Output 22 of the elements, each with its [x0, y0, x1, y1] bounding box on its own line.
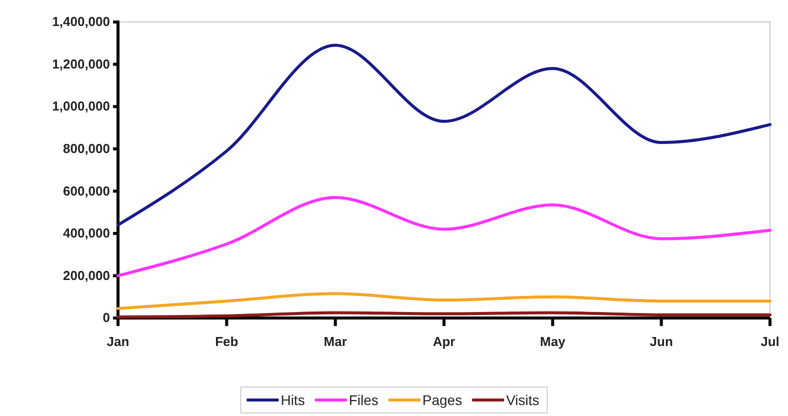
legend-label: Hits: [280, 392, 305, 408]
y-tick-label: 0: [102, 310, 110, 326]
x-tick-label: Feb: [215, 334, 238, 349]
y-tick-label: 400,000: [63, 226, 110, 241]
x-tick-label: Jan: [106, 334, 130, 349]
x-tick-label: Apr: [432, 334, 456, 349]
x-tick-label: Jun: [650, 334, 673, 349]
line-series: [116, 292, 772, 310]
legend-label: Pages: [422, 392, 462, 408]
y-tick-label: 200,000: [63, 268, 110, 283]
x-tick-label: Mar: [324, 334, 347, 349]
x-tick-label: Jul: [760, 334, 780, 349]
line-series: [116, 44, 772, 226]
y-tick-label: 800,000: [63, 141, 110, 156]
line-series: [116, 196, 772, 278]
y-tick-label: 1,400,000: [52, 14, 110, 30]
legend-label: Visits: [506, 392, 540, 408]
legend-label: Files: [348, 392, 378, 408]
y-tick-label: 1,200,000: [52, 56, 110, 72]
y-tick-label: 600,000: [63, 183, 110, 198]
x-tick-label: May: [540, 334, 566, 349]
y-tick-label: 1,000,000: [52, 98, 110, 114]
